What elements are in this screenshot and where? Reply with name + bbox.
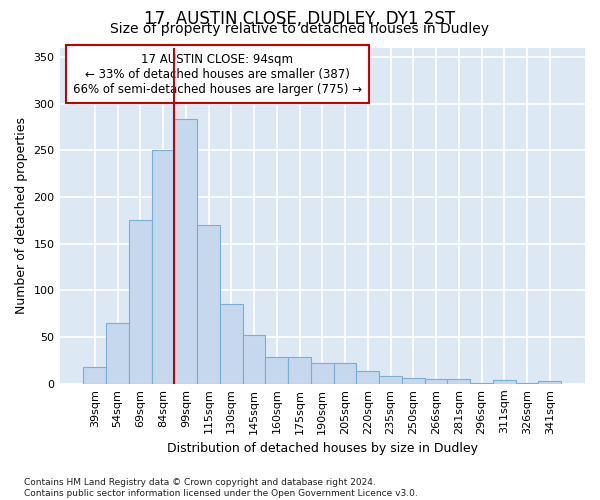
Bar bbox=[220, 304, 242, 384]
Bar bbox=[197, 225, 220, 384]
Bar bbox=[152, 150, 175, 384]
Bar bbox=[311, 364, 334, 384]
Bar bbox=[402, 378, 425, 384]
Bar bbox=[265, 356, 288, 384]
Bar bbox=[515, 383, 538, 384]
Text: 17, AUSTIN CLOSE, DUDLEY, DY1 2ST: 17, AUSTIN CLOSE, DUDLEY, DY1 2ST bbox=[145, 10, 455, 28]
Y-axis label: Number of detached properties: Number of detached properties bbox=[15, 117, 28, 314]
Bar bbox=[425, 379, 448, 384]
Bar bbox=[175, 120, 197, 384]
Text: Size of property relative to detached houses in Dudley: Size of property relative to detached ho… bbox=[110, 22, 490, 36]
X-axis label: Distribution of detached houses by size in Dudley: Distribution of detached houses by size … bbox=[167, 442, 478, 455]
Bar bbox=[448, 379, 470, 384]
Bar bbox=[288, 356, 311, 384]
Bar bbox=[356, 370, 379, 384]
Bar bbox=[106, 323, 129, 384]
Bar bbox=[493, 380, 515, 384]
Bar bbox=[538, 381, 561, 384]
Bar bbox=[379, 376, 402, 384]
Bar bbox=[129, 220, 152, 384]
Bar bbox=[83, 367, 106, 384]
Bar bbox=[470, 383, 493, 384]
Text: 17 AUSTIN CLOSE: 94sqm
← 33% of detached houses are smaller (387)
66% of semi-de: 17 AUSTIN CLOSE: 94sqm ← 33% of detached… bbox=[73, 52, 362, 96]
Bar bbox=[334, 364, 356, 384]
Bar bbox=[242, 335, 265, 384]
Text: Contains HM Land Registry data © Crown copyright and database right 2024.
Contai: Contains HM Land Registry data © Crown c… bbox=[24, 478, 418, 498]
